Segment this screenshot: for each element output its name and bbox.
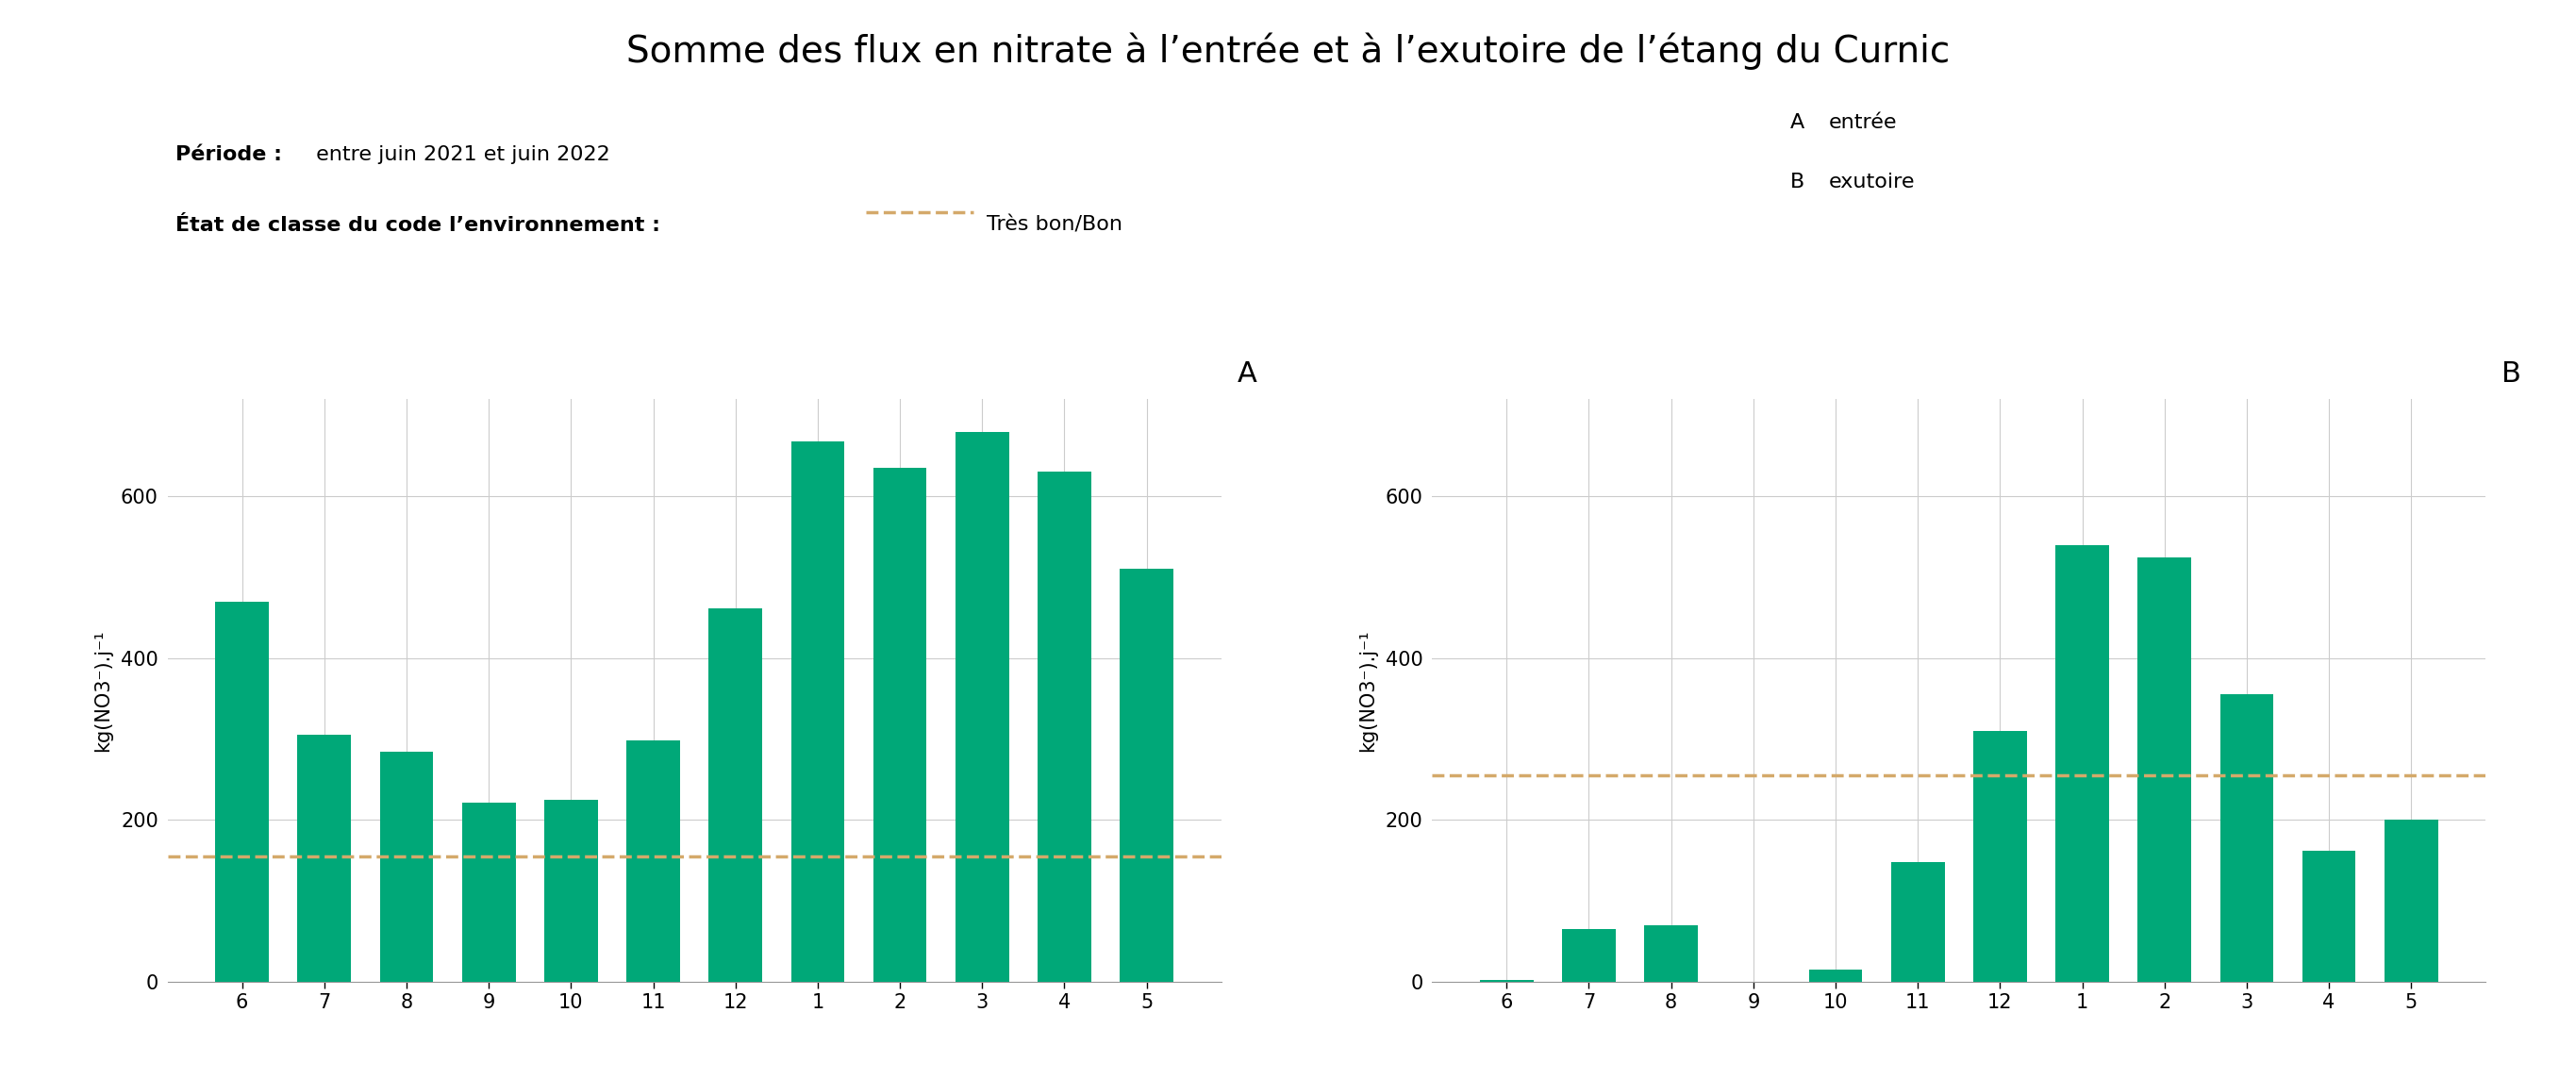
Bar <box>2221 695 2275 982</box>
Bar <box>1038 473 1092 982</box>
Text: B: B <box>2501 360 2522 387</box>
Text: État de classe du code l’environnement :: État de classe du code l’environnement : <box>175 216 659 234</box>
Text: A: A <box>1790 113 1806 132</box>
Text: Très bon/Bon: Très bon/Bon <box>987 216 1123 234</box>
Y-axis label: kg(NO3⁻).j⁻¹: kg(NO3⁻).j⁻¹ <box>1358 629 1378 752</box>
Bar <box>1891 862 1945 982</box>
Bar <box>1973 732 2027 982</box>
Bar <box>1643 926 1698 982</box>
Bar <box>2138 557 2192 982</box>
Text: exutoire: exutoire <box>1829 173 1917 191</box>
Bar <box>873 468 927 982</box>
Text: Somme des flux en nitrate à l’entrée et à l’exutoire de l’étang du Curnic: Somme des flux en nitrate à l’entrée et … <box>626 32 1950 70</box>
Bar <box>544 800 598 982</box>
Text: B: B <box>1790 173 1806 191</box>
Text: entrée: entrée <box>1829 113 1899 132</box>
Bar <box>1561 929 1615 982</box>
Bar <box>1481 981 1533 982</box>
Bar <box>461 803 515 982</box>
Bar <box>299 735 350 982</box>
Text: Période :: Période : <box>175 146 281 164</box>
Bar <box>216 601 268 982</box>
Text: entre juin 2021 et juin 2022: entre juin 2021 et juin 2022 <box>309 146 611 164</box>
Y-axis label: kg(NO3⁻).j⁻¹: kg(NO3⁻).j⁻¹ <box>93 629 113 752</box>
Bar <box>2303 850 2354 982</box>
Bar <box>2056 545 2110 982</box>
Bar <box>956 432 1010 982</box>
Bar <box>2385 820 2437 982</box>
Bar <box>379 751 433 982</box>
Bar <box>791 441 845 982</box>
Text: A: A <box>1236 360 1257 387</box>
Bar <box>626 740 680 982</box>
Bar <box>1808 970 1862 982</box>
Bar <box>708 607 762 982</box>
Bar <box>1121 569 1172 982</box>
